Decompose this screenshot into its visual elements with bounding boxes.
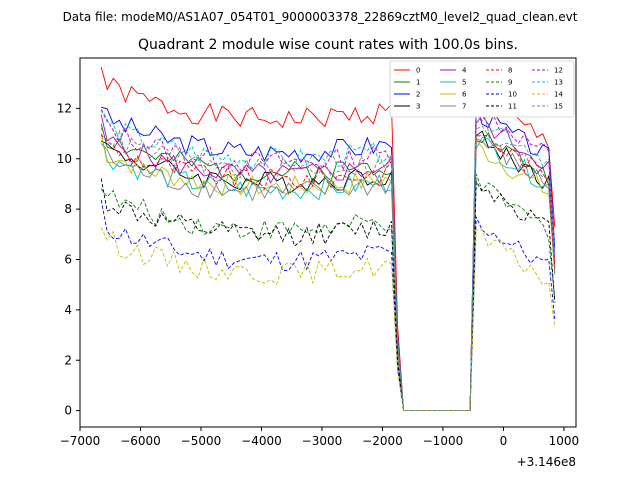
series-line-14 <box>100 227 556 412</box>
legend-label-15: 15 <box>554 103 563 111</box>
legend-label-9: 9 <box>508 79 512 87</box>
x-tick-label: −5000 <box>181 434 222 448</box>
chart-title: Quadrant 2 module wise count rates with … <box>138 37 518 53</box>
legend-label-13: 13 <box>554 79 563 87</box>
y-tick-label: 12 <box>57 101 72 115</box>
legend-label-11: 11 <box>508 103 517 111</box>
series-line-15 <box>100 125 556 412</box>
series-line-5 <box>100 133 556 412</box>
legend-frame <box>389 60 575 118</box>
x-tick-label: −1000 <box>423 434 464 448</box>
x-tick-label: −2000 <box>362 434 403 448</box>
x-tick-label: −4000 <box>241 434 282 448</box>
x-tick-label: −7000 <box>60 434 101 448</box>
series-line-1 <box>100 123 556 412</box>
legend-label-1: 1 <box>416 79 420 87</box>
series-line-12 <box>100 108 556 412</box>
legend-label-10: 10 <box>508 91 517 99</box>
legend-label-3: 3 <box>416 103 420 111</box>
legend-label-4: 4 <box>462 67 467 75</box>
chart-suptitle: Data file: modeM0/AS1A07_054T01_90000033… <box>63 10 578 24</box>
legend-label-7: 7 <box>462 103 466 111</box>
x-tick-label: 1000 <box>549 434 580 448</box>
series-line-8 <box>100 134 556 412</box>
legend-label-8: 8 <box>508 67 512 75</box>
legend-label-2: 2 <box>416 91 420 99</box>
series-line-6 <box>100 134 556 412</box>
series-line-10 <box>100 199 556 412</box>
y-tick-label: 8 <box>64 202 72 216</box>
series-line-7 <box>100 137 556 412</box>
y-axis: 0 2 4 6 8 10 12 <box>57 101 80 418</box>
y-tick-label: 2 <box>64 353 72 367</box>
x-axis: −7000 −6000 −5000 −4000 −3000 −2000 −1000 0 1000 <box>60 427 579 448</box>
y-tick-label: 6 <box>64 253 72 267</box>
x-tick-label: −3000 <box>302 434 343 448</box>
legend-label-0: 0 <box>416 67 420 75</box>
x-tick-label: −6000 <box>120 434 161 448</box>
legend-label-6: 6 <box>462 91 467 99</box>
x-offset-label: +3.146e8 <box>517 455 576 469</box>
y-tick-label: 0 <box>64 404 72 418</box>
legend-label-5: 5 <box>462 79 466 87</box>
series-line-11 <box>100 178 556 412</box>
y-tick-label: 4 <box>64 303 72 317</box>
y-tick-label: 10 <box>57 152 72 166</box>
legend-label-12: 12 <box>554 67 563 75</box>
legend-label-14: 14 <box>554 91 563 99</box>
x-tick-label: 0 <box>500 434 508 448</box>
plot-frame <box>79 57 577 428</box>
